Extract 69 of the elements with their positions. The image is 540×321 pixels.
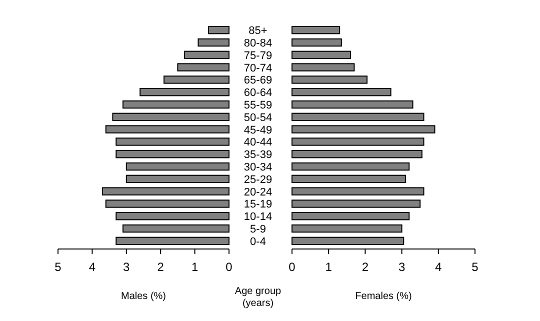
bar — [292, 26, 340, 34]
bar — [292, 212, 410, 220]
bar — [292, 38, 342, 47]
y-tick-label: 0-4 — [250, 236, 266, 248]
bar — [116, 236, 230, 246]
x-tick-label: 1 — [325, 260, 332, 274]
y-tick-label: 20-24 — [244, 186, 272, 198]
bar — [292, 174, 406, 184]
bar — [105, 125, 230, 134]
y-tick-label: 70-74 — [244, 62, 272, 74]
x-tick-label: 2 — [362, 260, 369, 274]
bar — [292, 125, 436, 134]
bar — [164, 76, 230, 84]
bar — [140, 88, 230, 96]
bar — [292, 88, 392, 96]
y-tick-label: 80-84 — [244, 37, 272, 50]
bar — [292, 50, 352, 59]
bar — [292, 200, 421, 208]
bar — [126, 162, 230, 171]
y-tick-label: 30-34 — [244, 162, 272, 174]
bar — [112, 112, 230, 121]
x-tick-label: 2 — [157, 260, 164, 274]
bar — [122, 100, 230, 109]
bar — [292, 162, 410, 171]
y-tick-label: 55-59 — [244, 99, 272, 112]
bar — [292, 138, 424, 146]
bar — [292, 100, 414, 109]
bar — [198, 38, 230, 47]
bar — [177, 63, 230, 72]
y-tick-label: 50-54 — [244, 112, 272, 124]
x-tick-label: 5 — [472, 260, 479, 274]
bar — [208, 26, 230, 34]
y-tick-label: 85+ — [248, 25, 268, 38]
y-tick-label: 40-44 — [244, 136, 272, 149]
y-tick-label: 5-9 — [250, 224, 266, 236]
bar — [116, 150, 230, 158]
bar — [292, 150, 422, 158]
y-tick-label: 10-14 — [244, 211, 272, 224]
bar — [292, 76, 368, 84]
y-tick-label: 75-79 — [244, 50, 272, 62]
bar — [116, 138, 230, 146]
x-tick-label: 5 — [54, 260, 62, 274]
bar — [105, 200, 230, 208]
x-tick-label: 3 — [398, 260, 406, 274]
y-axis-title: Age group (years) — [234, 286, 282, 309]
bar — [122, 224, 230, 233]
bar — [102, 187, 230, 196]
bar — [292, 112, 424, 121]
bar — [126, 174, 230, 184]
x-axis-title: Males (%) — [120, 291, 166, 302]
x-axis-title: Females (%) — [355, 291, 412, 302]
y-tick-label: 15-19 — [244, 198, 272, 211]
y-tick-label: 65-69 — [244, 74, 272, 87]
bar — [292, 187, 424, 196]
bar — [184, 50, 230, 59]
bar — [292, 236, 404, 246]
x-tick-label: 0 — [226, 260, 233, 274]
y-tick-label: 25-29 — [244, 174, 272, 186]
x-tick-label: 1 — [191, 260, 198, 274]
y-tick-label: 45-49 — [244, 124, 272, 136]
x-tick-label: 3 — [123, 260, 130, 274]
bar — [292, 224, 402, 233]
y-tick-label: 35-39 — [244, 149, 272, 162]
x-tick-label: 0 — [288, 260, 296, 274]
x-tick-label: 4 — [88, 260, 96, 274]
bar — [116, 212, 230, 220]
x-tick-label: 4 — [435, 260, 442, 274]
bar — [292, 63, 355, 72]
y-tick-label: 60-64 — [244, 87, 272, 100]
